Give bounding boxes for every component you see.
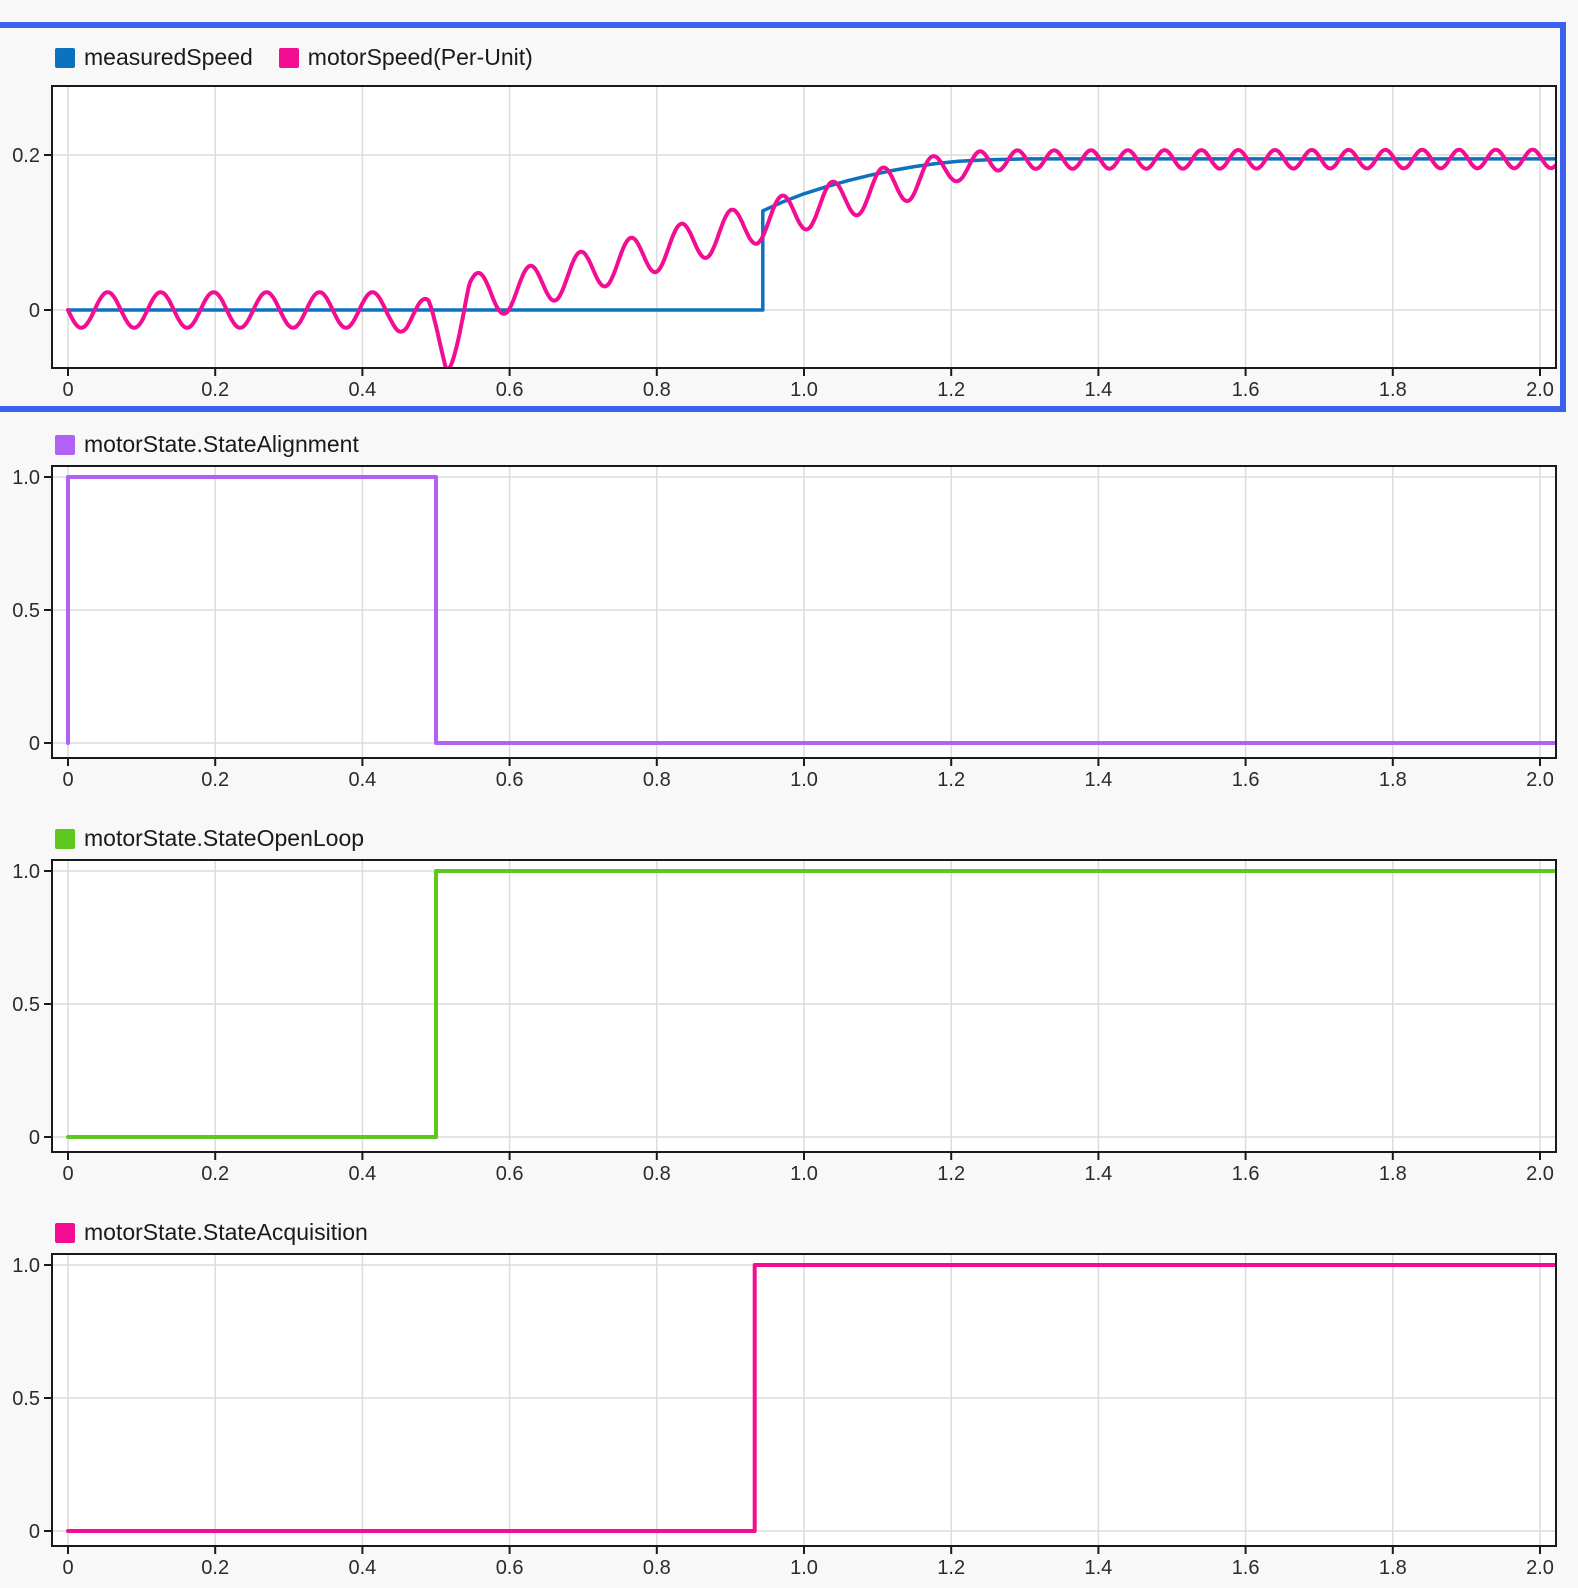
- x-tick-label: 1.4: [1084, 1163, 1112, 1185]
- legend-label: motorState.StateAlignment: [84, 431, 359, 457]
- series-line-motorspeed-per-unit-: [66, 147, 1556, 368]
- x-tick-label: 0.6: [496, 1163, 524, 1185]
- x-tick-label: 0.6: [496, 1557, 524, 1579]
- x-tick-label: 1.8: [1379, 379, 1407, 401]
- x-tick-label: 1.2: [937, 1163, 965, 1185]
- y-tick-label: 0: [29, 300, 40, 322]
- legend-chip-icon: [55, 434, 75, 455]
- legend-item-measuredspeed[interactable]: measuredSpeed: [55, 44, 253, 71]
- x-tick-label: 0.4: [348, 1557, 376, 1579]
- legend-item-state-acquisition[interactable]: motorState.StateAcquisition: [55, 1219, 368, 1246]
- x-tick-label: 1.6: [1232, 1163, 1260, 1185]
- series-group: [66, 1263, 1556, 1533]
- series-line-measuredspeed: [66, 157, 1556, 312]
- x-tick-label: 2.0: [1526, 1163, 1554, 1185]
- legend-plot-2: motorState.StateAlignment: [55, 431, 359, 458]
- plot-frame: [51, 1253, 1557, 1547]
- series-line-motorstate-statealignment: [66, 475, 1556, 745]
- x-tick-label: 0.2: [201, 379, 229, 401]
- legend-item-state-alignment[interactable]: motorState.StateAlignment: [55, 431, 359, 458]
- x-tick-label: 0: [62, 1557, 73, 1579]
- x-tick-label: 0: [62, 379, 73, 401]
- y-tick-label: 0: [29, 1521, 40, 1543]
- legend-item-motorspeed[interactable]: motorSpeed(Per-Unit): [278, 44, 533, 71]
- x-tick-label: 0: [62, 769, 73, 791]
- plot-frame: [51, 859, 1557, 1153]
- legend-chip-icon: [55, 1222, 75, 1243]
- x-tick-label: 2.0: [1526, 769, 1554, 791]
- x-tick-label: 1.0: [790, 1557, 818, 1579]
- legend-chip-icon: [55, 47, 75, 68]
- x-tick-label: 0: [62, 1163, 73, 1185]
- y-tick-label: 0.5: [12, 994, 40, 1016]
- x-tick-label: 1.0: [790, 379, 818, 401]
- series-line-motorstate-stateopenloop: [66, 869, 1556, 1139]
- plot-frame: [51, 85, 1557, 369]
- series-group: [66, 147, 1556, 368]
- plot-frame: [51, 465, 1557, 759]
- series-group: [66, 869, 1556, 1139]
- x-tick-label: 0.2: [201, 1557, 229, 1579]
- y-tick-label: 1.0: [12, 467, 40, 489]
- x-tick-label: 1.2: [937, 1557, 965, 1579]
- x-tick-label: 2.0: [1526, 379, 1554, 401]
- x-tick-label: 1.2: [937, 379, 965, 401]
- subplot-4[interactable]: 0 0.2 0.4 0.6 0.8 1.0 1.2 1.4 1.6 1.8 2.0 1.0 0.5 0: [12, 1253, 1557, 1579]
- x-tick-label: 0.2: [201, 1163, 229, 1185]
- x-tick-label: 0.8: [643, 379, 671, 401]
- legend-plot-4: motorState.StateAcquisition: [55, 1219, 368, 1246]
- x-tick-label: 1.0: [790, 769, 818, 791]
- y-tick-label: 0: [29, 1127, 40, 1149]
- x-tick-label: 0.4: [348, 379, 376, 401]
- x-tick-label: 1.8: [1379, 1163, 1407, 1185]
- legend-label: measuredSpeed: [84, 44, 253, 70]
- subplot-1[interactable]: 0 0.2 0.4 0.6 0.8 1.0 1.2 1.4 1.6 1.8 2.0 0.2 0: [12, 85, 1557, 401]
- x-tick-label: 1.6: [1232, 1557, 1260, 1579]
- subplot-2[interactable]: 0 0.2 0.4 0.6 0.8 1.0 1.2 1.4 1.6 1.8 2.0 1.0 0.5 0: [12, 465, 1557, 791]
- x-tick-label: 1.4: [1084, 379, 1112, 401]
- y-tick-label: 0: [29, 733, 40, 755]
- x-tick-label: 0.8: [643, 1557, 671, 1579]
- legend-label: motorState.StateOpenLoop: [84, 825, 365, 851]
- y-tick-label: 0.2: [12, 145, 40, 167]
- series-group: [66, 475, 1556, 745]
- legend-item-state-openloop[interactable]: motorState.StateOpenLoop: [55, 825, 364, 852]
- legend-chip-icon: [55, 828, 75, 849]
- x-tick-label: 0.8: [643, 769, 671, 791]
- x-tick-label: 1.6: [1232, 769, 1260, 791]
- x-tick-label: 0.4: [348, 1163, 376, 1185]
- y-tick-label: 0.5: [12, 1388, 40, 1410]
- subplot-3[interactable]: 0 0.2 0.4 0.6 0.8 1.0 1.2 1.4 1.6 1.8 2.0 1.0 0.5 0: [12, 859, 1557, 1185]
- y-tick-label: 1.0: [12, 1255, 40, 1277]
- x-tick-label: 0.6: [496, 769, 524, 791]
- legend-label: motorSpeed(Per-Unit): [307, 44, 533, 70]
- x-tick-label: 0.4: [348, 769, 376, 791]
- x-tick-label: 1.4: [1084, 1557, 1112, 1579]
- x-tick-label: 1.2: [937, 769, 965, 791]
- x-tick-label: 0.8: [643, 1163, 671, 1185]
- x-tick-label: 1.4: [1084, 769, 1112, 791]
- x-tick-label: 0.6: [496, 379, 524, 401]
- x-tick-label: 1.6: [1232, 379, 1260, 401]
- legend-plot-3: motorState.StateOpenLoop: [55, 825, 364, 852]
- x-tick-label: 1.8: [1379, 1557, 1407, 1579]
- legend-chip-icon: [278, 47, 299, 68]
- y-tick-label: 0.5: [12, 600, 40, 622]
- x-tick-label: 1.0: [790, 1163, 818, 1185]
- legend-label: motorState.StateAcquisition: [84, 1219, 368, 1245]
- x-tick-label: 0.2: [201, 769, 229, 791]
- legend-plot-1: measuredSpeed motorSpeed(Per-Unit): [55, 44, 533, 71]
- x-tick-label: 1.8: [1379, 769, 1407, 791]
- y-tick-label: 1.0: [12, 861, 40, 883]
- x-tick-label: 2.0: [1526, 1557, 1554, 1579]
- series-line-motorstate-stateacquisition: [66, 1263, 1556, 1533]
